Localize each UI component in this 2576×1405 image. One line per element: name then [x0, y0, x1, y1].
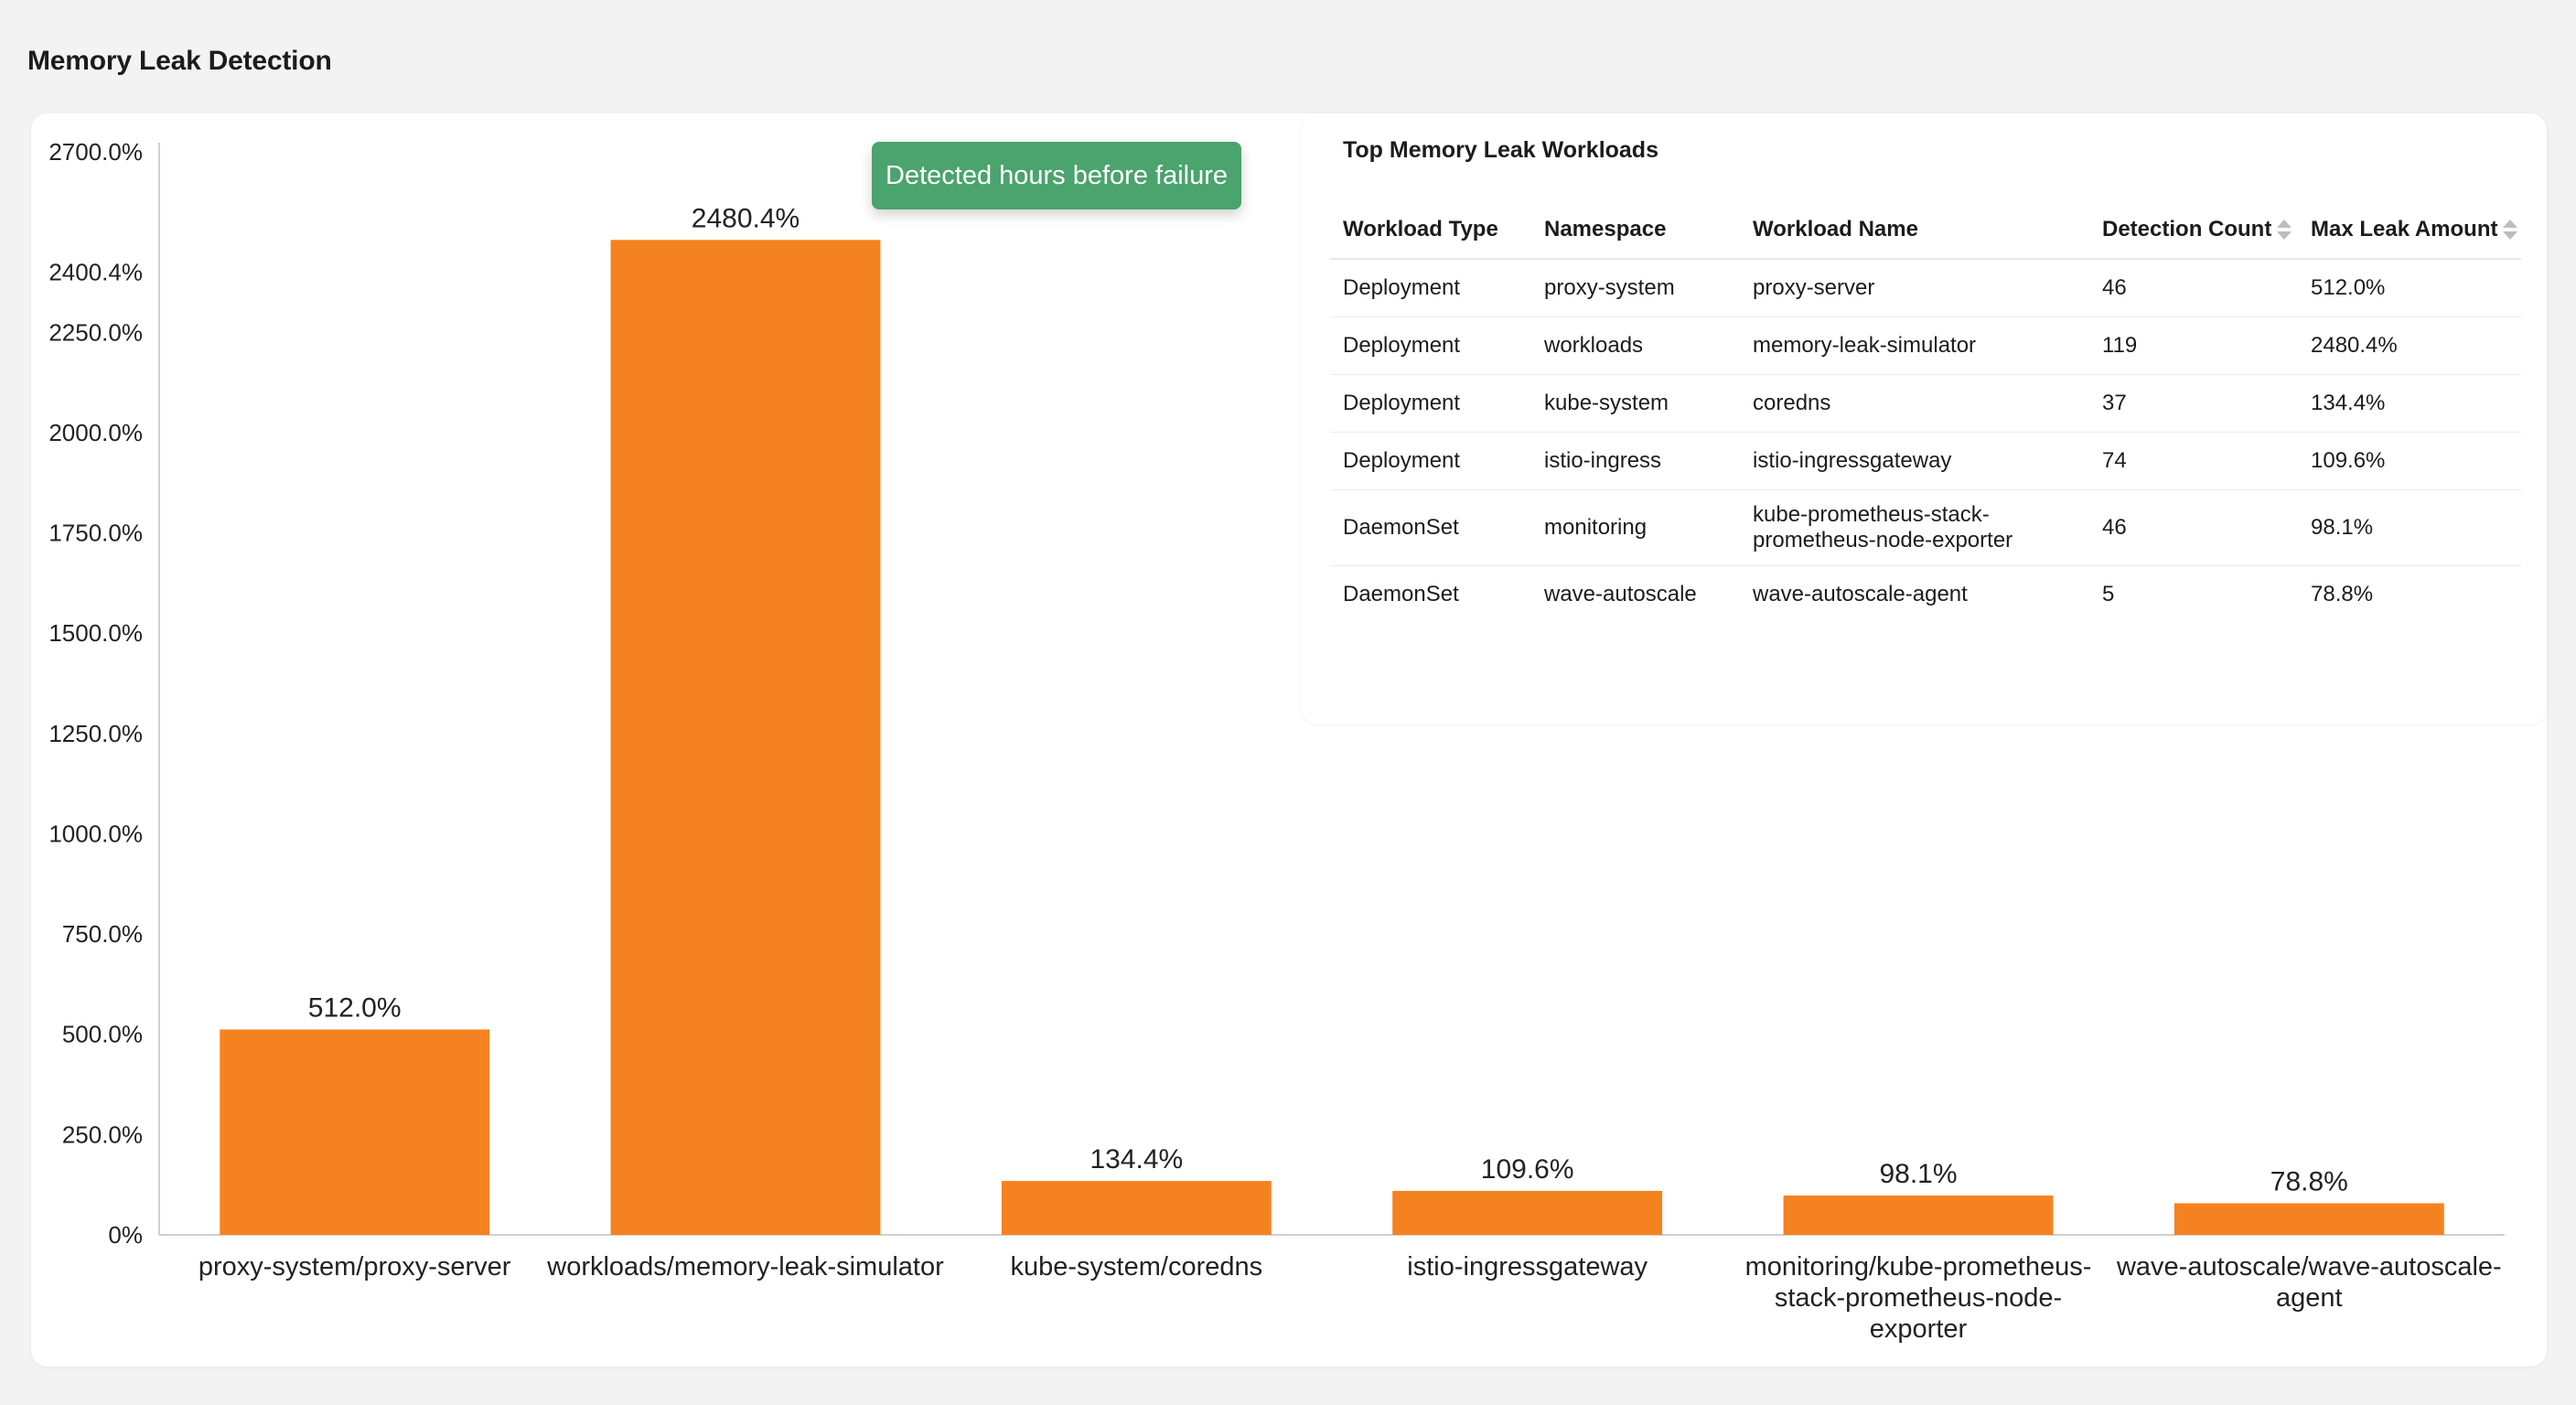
col-header-namespace[interactable]: Namespace [1531, 201, 1740, 260]
col-header-label: Workload Name [1753, 217, 1918, 241]
table-row[interactable]: Deployment istio-ingress istio-ingressga… [1330, 432, 2521, 490]
cell-workload-name: memory-leak-simulator [1740, 316, 2089, 375]
sort-icon[interactable] [2277, 217, 2292, 242]
cell-namespace: wave-autoscale [1544, 582, 1697, 606]
table-header-row: Workload Type Namespace Workload Name De… [1330, 201, 2521, 260]
detected-before-failure-callout: Detected hours before failure [872, 142, 1241, 209]
cell-max-leak-amount: 78.8% [2311, 582, 2374, 606]
cell-workload-type: Deployment [1330, 259, 1531, 317]
cell-detection-count: 74 [2089, 432, 2298, 490]
col-header-label: Detection Count [2102, 216, 2272, 241]
cell-detection-count: 119 [2089, 316, 2298, 375]
cell-workload-type: Deployment [1330, 316, 1531, 375]
page-title: Memory Leak Detection [27, 46, 332, 76]
cell-workload-name: kube-prometheus-stack-prometheus-node-ex… [1740, 489, 2089, 566]
col-header-label: Max Leak Amount [2311, 216, 2498, 241]
cell-detection-count: 37 [2089, 374, 2298, 433]
cell-namespace: monitoring [1531, 489, 1740, 566]
col-header-max-leak-amount[interactable]: Max Leak Amount [2298, 201, 2521, 260]
cell-namespace: workloads [1531, 316, 1740, 375]
cell-workload-type: Deployment [1330, 374, 1531, 433]
cell-namespace: proxy-system [1531, 259, 1740, 317]
cell-workload-name: wave-autoscale-agent [1753, 582, 1968, 606]
table-row[interactable]: DaemonSet wave-autoscale wave-autoscale-… [1330, 566, 2521, 624]
cell-max-leak-amount: 512.0% [2298, 259, 2521, 317]
table-row[interactable]: Deployment kube-system coredns 37 134.4% [1330, 374, 2521, 433]
cell-workload-name: coredns [1740, 374, 2089, 433]
col-header-workload-type[interactable]: Workload Type [1330, 201, 1531, 260]
col-header-label: Workload Type [1343, 217, 1498, 241]
workload-table: Workload Type Namespace Workload Name De… [1330, 201, 2521, 623]
cell-namespace: kube-system [1531, 374, 1740, 433]
cell-workload-type: DaemonSet [1330, 489, 1531, 566]
table-row[interactable]: Deployment proxy-system proxy-server 46 … [1330, 259, 2521, 317]
col-header-workload-name[interactable]: Workload Name [1740, 201, 2089, 260]
cell-detection-count: 5 [2102, 582, 2115, 606]
cell-max-leak-amount: 109.6% [2298, 432, 2521, 490]
cell-workload-name: istio-ingressgateway [1740, 432, 2089, 490]
table-row[interactable]: DaemonSet monitoring kube-prometheus-sta… [1330, 489, 2521, 566]
cell-detection-count: 46 [2089, 489, 2298, 566]
cell-namespace: istio-ingress [1531, 432, 1740, 490]
cell-workload-name: proxy-server [1740, 259, 2089, 317]
cell-workload-type: DaemonSet [1343, 582, 1459, 606]
cell-workload-type: Deployment [1330, 432, 1531, 490]
cell-max-leak-amount: 2480.4% [2298, 316, 2521, 375]
cell-max-leak-amount: 98.1% [2298, 489, 2521, 566]
table-row[interactable]: Deployment workloads memory-leak-simulat… [1330, 316, 2521, 375]
cell-max-leak-amount: 134.4% [2298, 374, 2521, 433]
cell-detection-count: 46 [2089, 259, 2298, 317]
col-header-detection-count[interactable]: Detection Count [2089, 201, 2298, 260]
col-header-label: Namespace [1544, 217, 1667, 241]
sort-icon[interactable] [2503, 217, 2518, 242]
table-title: Top Memory Leak Workloads [1343, 137, 1658, 163]
